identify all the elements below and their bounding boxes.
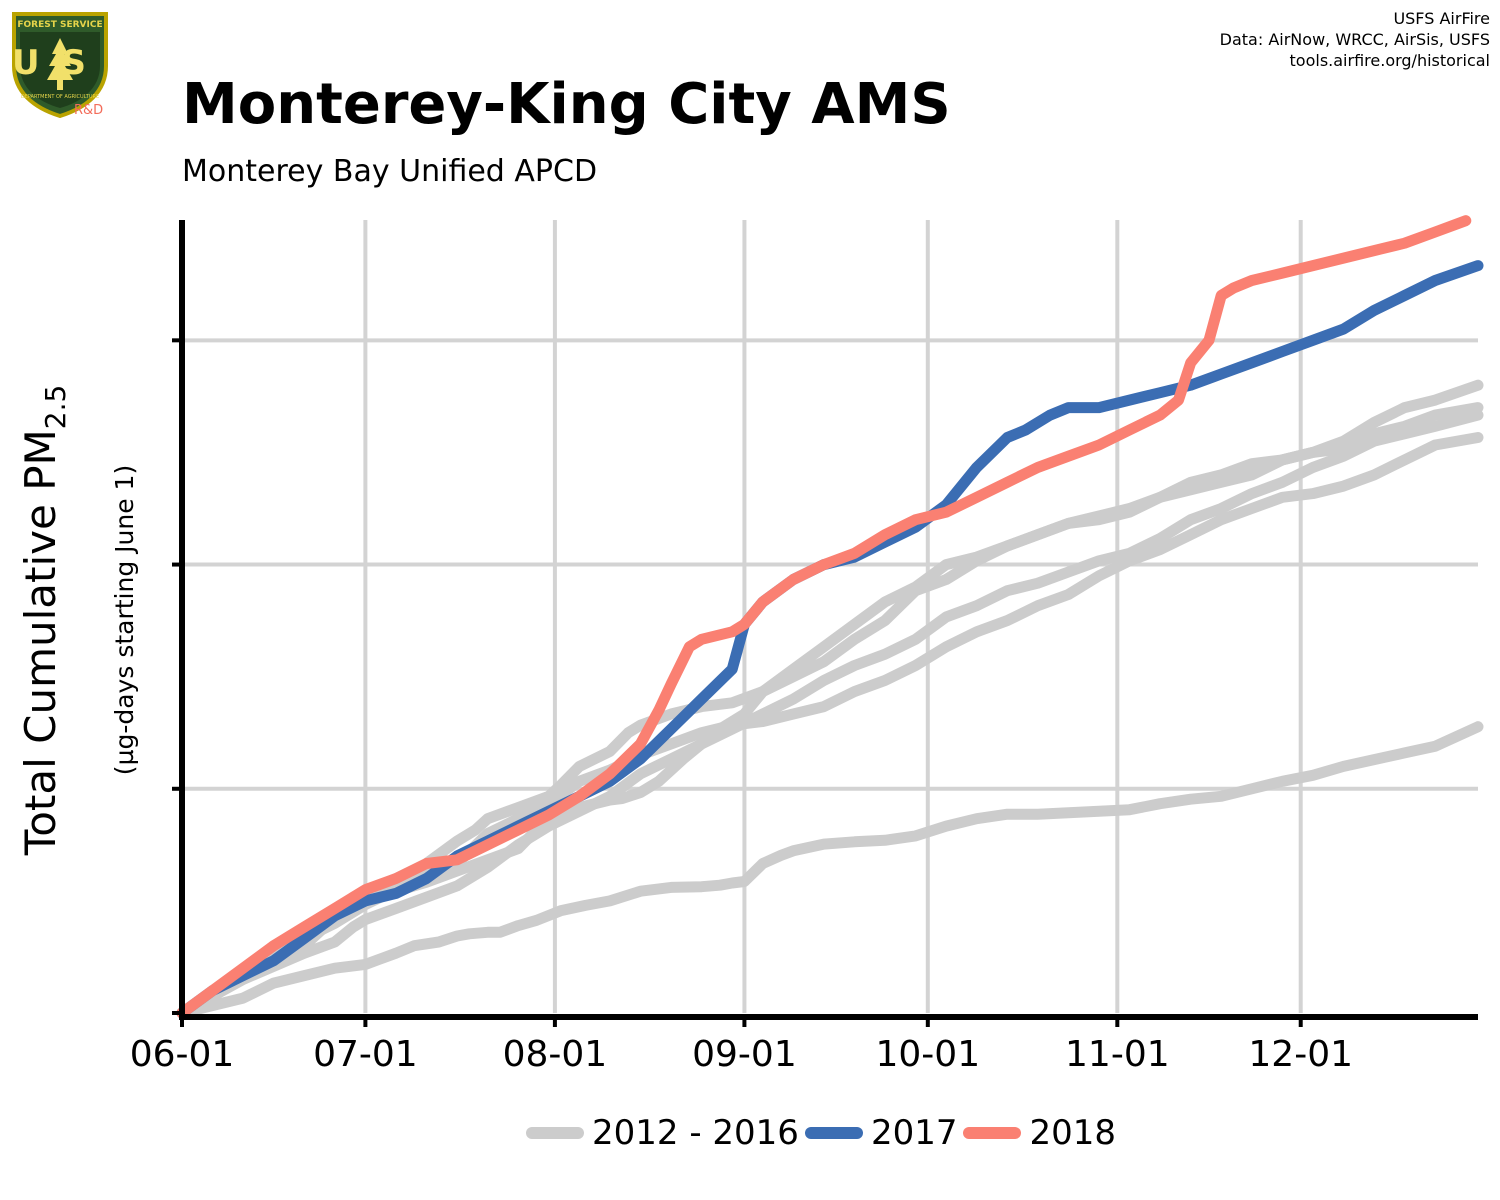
- series-line-2012-2016: [176, 409, 1484, 1019]
- logo-top-text: FOREST SERVICE: [17, 20, 102, 30]
- y-axis-label-subscript: 2.5: [39, 385, 72, 430]
- axes: [179, 220, 1478, 1020]
- legend-item: 2017: [804, 1113, 964, 1153]
- grid: [182, 220, 1478, 1013]
- credits: USFS AirFire Data: AirNow, WRCC, AirSis,…: [1220, 8, 1490, 71]
- logo-bottom-text: DEPARTMENT OF AGRICULTURE: [21, 94, 99, 100]
- x-tick-label: 10-01: [876, 1034, 981, 1075]
- legend-label: 2018: [1029, 1113, 1117, 1153]
- y-axis-label-main: Total Cumulative PM: [16, 429, 65, 856]
- tree-icon: [47, 38, 73, 90]
- page-subtitle: Monterey Bay Unified APCD: [182, 154, 598, 189]
- y-axis-label: Total Cumulative PM2.5: [16, 385, 72, 857]
- forest-service-logo: FOREST SERVICE US DEPARTMENT OF AGRICULT…: [8, 8, 112, 119]
- credit-line: tools.airfire.org/historical: [1289, 51, 1490, 70]
- x-tick-label: 11-01: [1065, 1034, 1170, 1075]
- series-line-2018: [176, 215, 1472, 1019]
- legend-label: 2012 - 2016: [592, 1113, 799, 1153]
- legend-swatch: [526, 1127, 584, 1139]
- series-line-2012-2016: [176, 432, 1484, 1019]
- logo-rd-label: R&D: [74, 103, 103, 118]
- x-tick-label: 08-01: [503, 1034, 608, 1075]
- y-axis-note: (µg-days starting June 1): [110, 465, 139, 775]
- x-tick-label: 09-01: [692, 1034, 797, 1075]
- x-tick-label: 07-01: [313, 1034, 418, 1075]
- credit-line: Data: AirNow, WRCC, AirSis, USFS: [1219, 30, 1490, 49]
- legend-swatch: [804, 1127, 863, 1139]
- logo-letters: US: [12, 43, 108, 83]
- legend-item: 2018: [963, 1113, 1122, 1153]
- series-line-2012-2016: [176, 721, 1484, 1019]
- legend-swatch: [963, 1127, 1022, 1139]
- series-lines: [176, 215, 1484, 1019]
- x-ticks: 06-01 07-01 08-01 09-01 10-01 11-01 12-01: [130, 338, 1353, 1075]
- series-line-2012-2016: [176, 402, 1484, 1019]
- legend: 2012 - 2016 2017 2018: [526, 1113, 1122, 1153]
- x-tick-label: 06-01: [130, 1034, 235, 1075]
- legend-item: 2012 - 2016: [526, 1113, 805, 1153]
- x-tick-label: 12-01: [1248, 1034, 1353, 1075]
- legend-label: 2017: [870, 1113, 958, 1153]
- page-title: Monterey-King City AMS: [182, 72, 951, 137]
- credit-line: USFS AirFire: [1393, 9, 1490, 28]
